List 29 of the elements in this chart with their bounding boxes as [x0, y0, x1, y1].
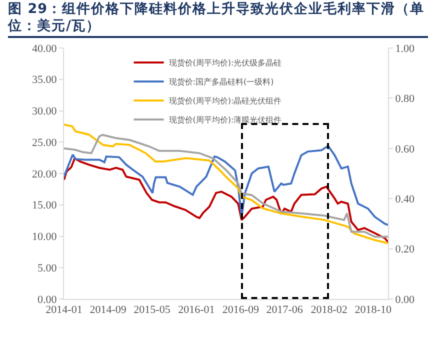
x-tick-label: 2018-02 [310, 304, 348, 316]
y-tick-label: 0.00 [38, 294, 58, 306]
y2-tick-label: 0.00 [395, 294, 415, 306]
y-tick-label: 20.00 [32, 168, 58, 180]
y-tick-label: 5.00 [38, 262, 58, 274]
x-tick-label: 2016-09 [222, 304, 260, 316]
chart-title: 图 29：组件价格下降硅料价格上升导致光伏企业毛利率下滑（单位：美元/瓦） [8, 1, 428, 38]
y-tick-label: 30.00 [32, 106, 58, 118]
legend-label: 现货价(周平均价):光伏级多晶硅 [168, 58, 282, 68]
x-tick-label: 2014-09 [90, 304, 127, 316]
x-tick-label: 2015-05 [134, 304, 171, 316]
line-series [64, 144, 388, 226]
legend-label: 现货价:国产多晶硅料(一级料) [168, 78, 274, 87]
y-tick-label: 10.00 [32, 231, 58, 244]
y2-tick-label: 0.60 [395, 143, 415, 156]
y-tick-label: 25.00 [32, 136, 58, 149]
x-tick-label: 2018-10 [354, 304, 392, 316]
y-tick-label: 15.00 [32, 200, 58, 212]
y-tick-label: 40.00 [32, 42, 58, 55]
legend-label: 现货价(周平均价):晶硅光伏组件 [168, 96, 282, 106]
y2-tick-label: 1.00 [395, 42, 415, 55]
line-series [64, 157, 388, 243]
x-tick-label: 2016-01 [178, 304, 215, 316]
y2-tick-label: 0.40 [395, 193, 415, 206]
x-tick-label: 2014-01 [46, 304, 82, 316]
x-tick-label: 2017-06 [266, 304, 304, 316]
y-tick-label: 35.00 [32, 74, 58, 86]
y2-tick-label: 0.80 [395, 93, 415, 106]
y2-tick-label: 0.20 [395, 244, 415, 256]
